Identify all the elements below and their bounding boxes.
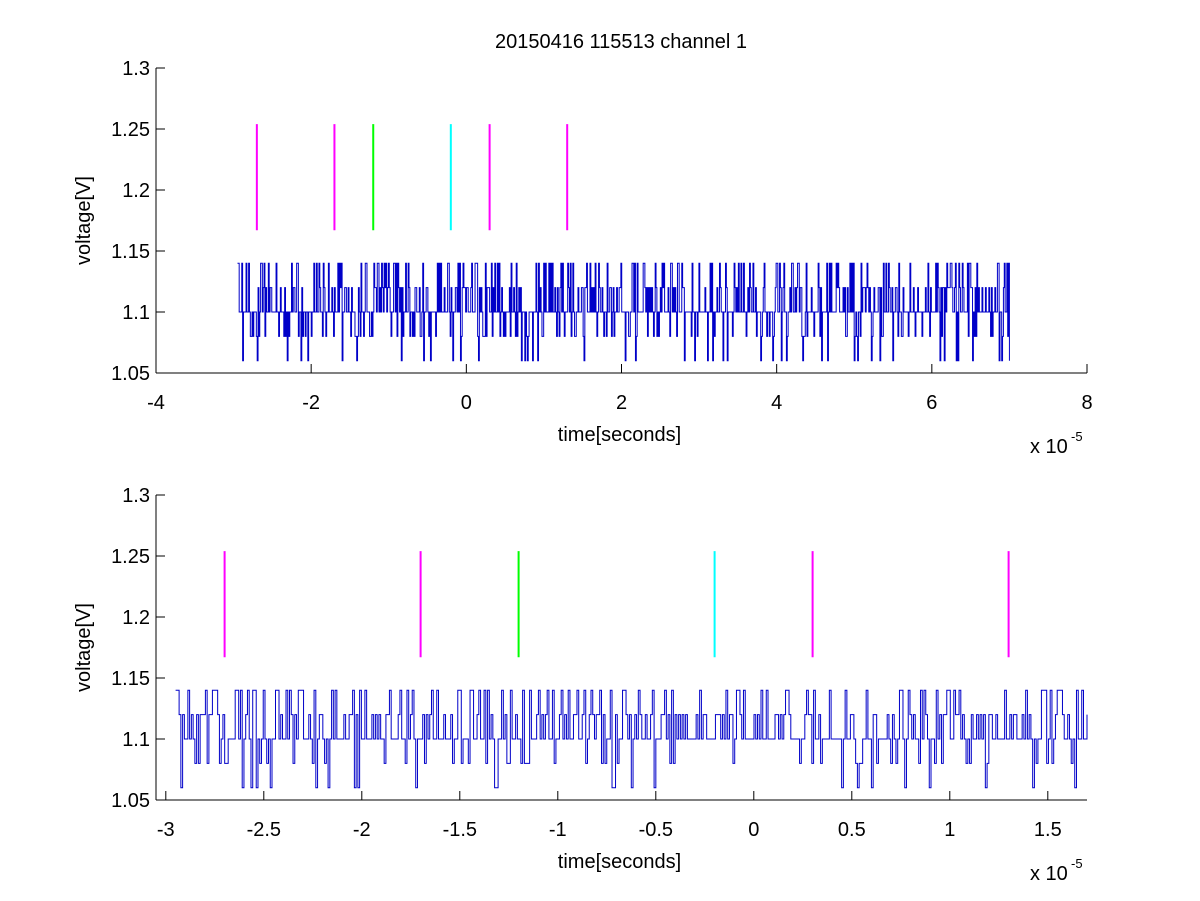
x-tick-label: -3 [157,819,175,841]
x-tick-label: -1.5 [443,819,477,841]
x-tick-label: 0.5 [838,819,866,841]
x-tick-label: 2 [616,392,627,414]
y-tick-label: 1.05 [111,363,150,385]
y-tick-label: 1.3 [122,485,150,507]
x-tick-label: 8 [1081,392,1092,414]
x-tick-label: 0 [461,392,472,414]
signal-trace [237,262,1010,362]
top-axes: 1.05 1.1 1.15 1.2 1.25 1.3 -4 -2 0 2 4 6 8 time[secon… [73,58,1093,458]
x-axis-label: time[seconds] [558,851,681,873]
x-tick-label: -2 [353,819,371,841]
y-axis-label: voltage[V] [73,603,95,692]
x-multiplier-exponent: -5 [1071,856,1083,871]
y-tick-label: 1.25 [111,546,150,568]
y-tick-label: 1.15 [111,241,150,263]
y-tick-label: 1.25 [111,119,150,141]
y-tick-label: 1.15 [111,668,150,690]
x-tick-label: -1 [549,819,567,841]
y-axis-label: voltage[V] [73,176,95,265]
x-axis-label: time[seconds] [558,424,681,446]
x-tick-label: 0 [748,819,759,841]
x-tick-label: -2 [302,392,320,414]
y-tick-label: 1.1 [122,302,150,324]
x-multiplier-exponent: -5 [1071,429,1083,444]
x-tick-label: 1 [944,819,955,841]
x-tick-label: 1.5 [1034,819,1062,841]
x-tick-label: 4 [771,392,782,414]
signal-trace [175,689,1088,789]
y-tick-label: 1.2 [122,607,150,629]
figure-title: 20150416 115513 channel 1 [495,31,747,53]
bottom-axes: 1.05 1.1 1.15 1.2 1.25 1.3 -3 -2.5 -2 -1.5 -1 -0.5 0… [73,485,1088,885]
y-tick-label: 1.1 [122,729,150,751]
x-tick-label: 6 [926,392,937,414]
x-tick-label: -2.5 [247,819,281,841]
x-multiplier-label: x 10 [1030,863,1068,885]
x-tick-label: -4 [147,392,165,414]
y-tick-label: 1.05 [111,790,150,812]
x-multiplier-label: x 10 [1030,436,1068,458]
y-tick-label: 1.2 [122,180,150,202]
y-tick-label: 1.3 [122,58,150,80]
x-tick-label: -0.5 [639,819,673,841]
